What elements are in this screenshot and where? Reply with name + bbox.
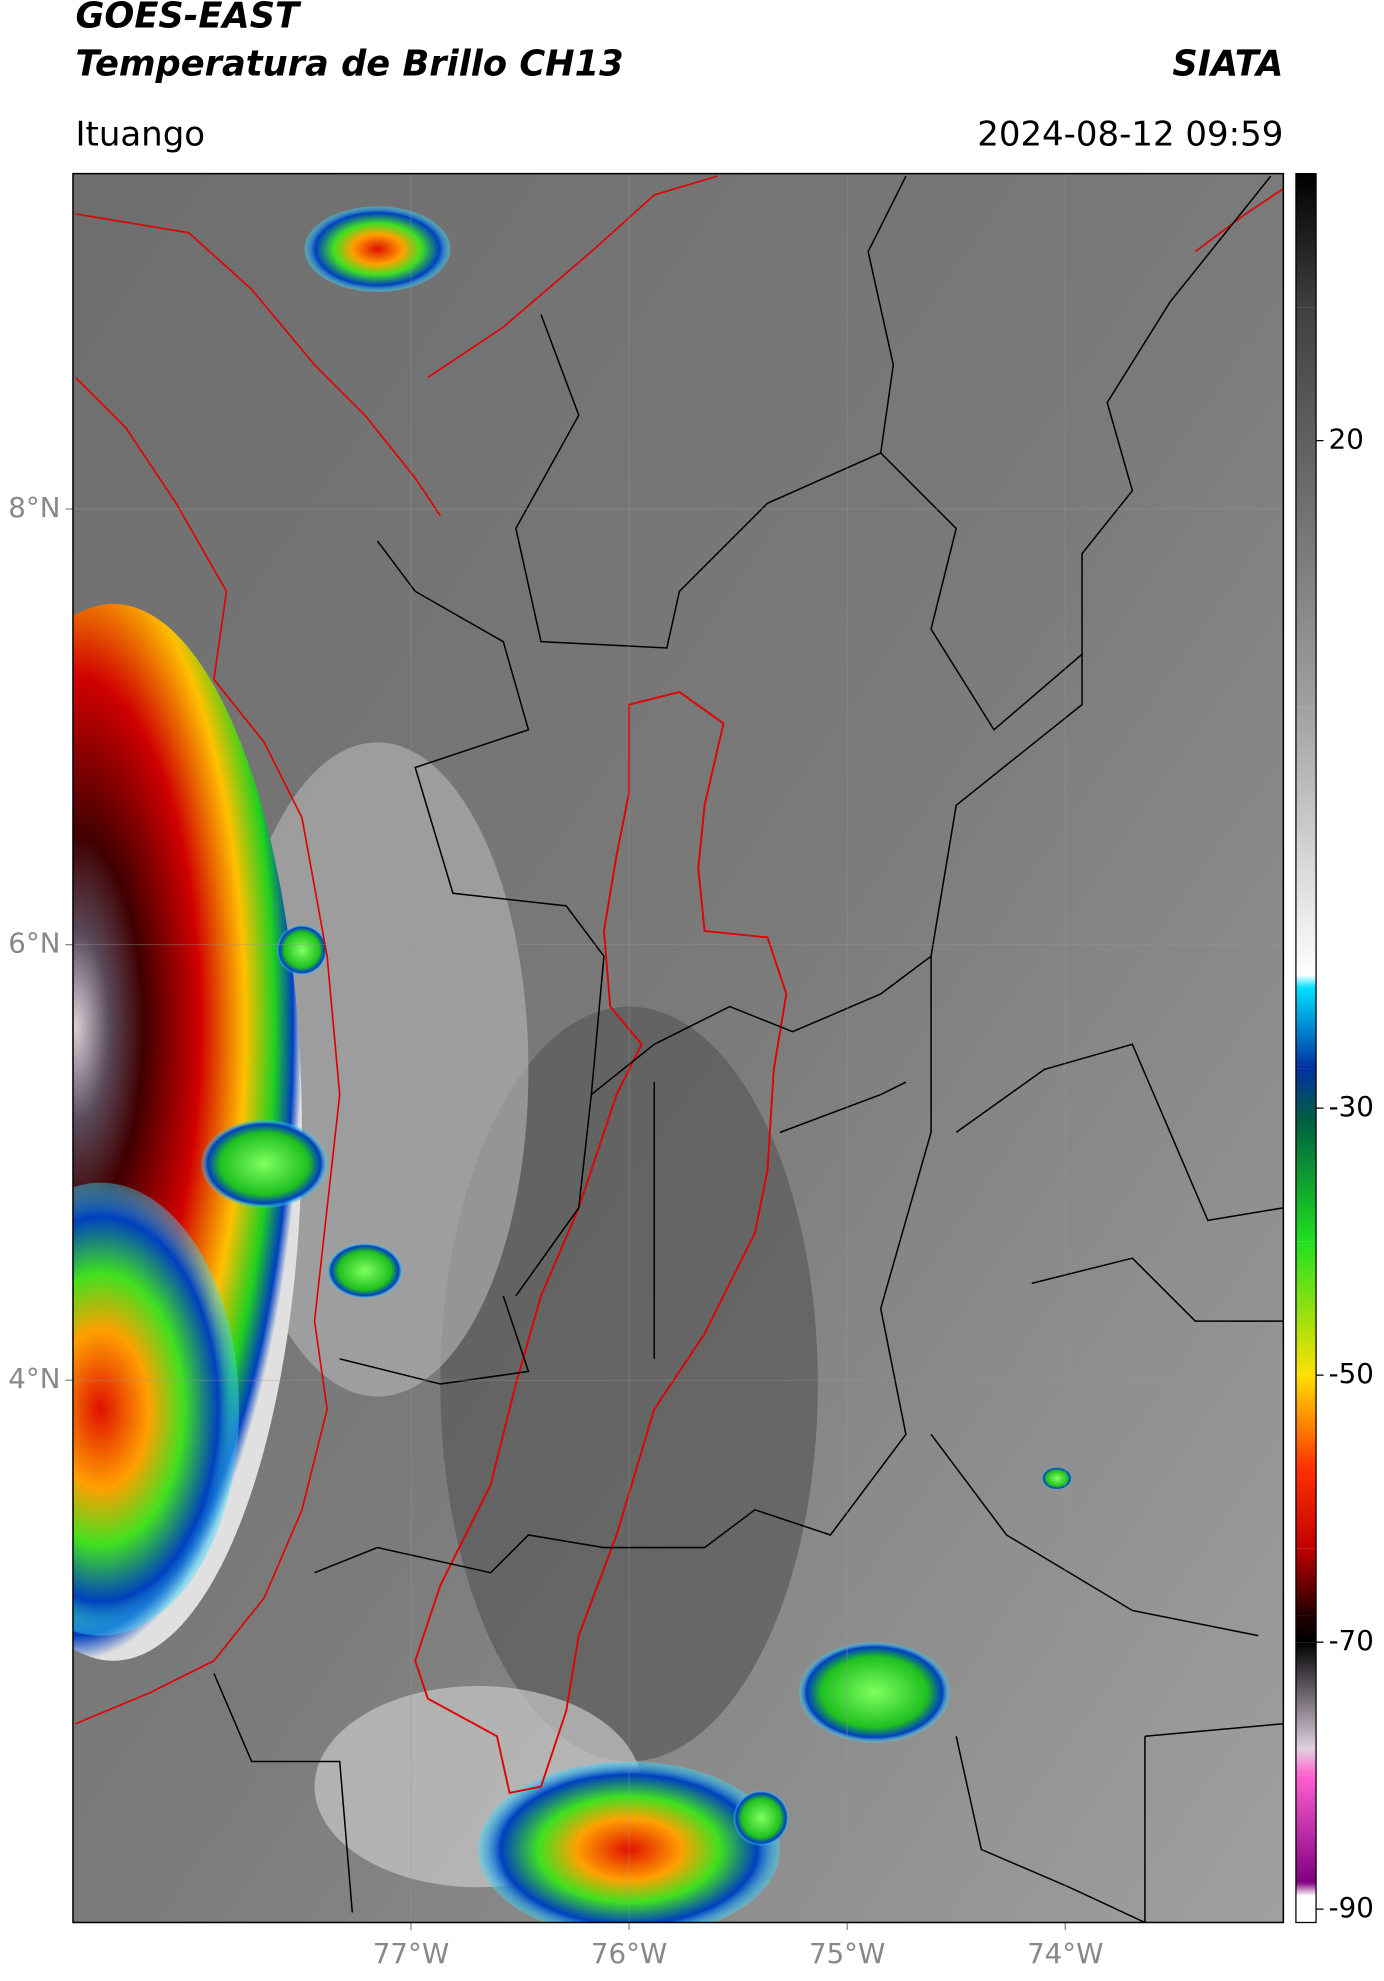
colorbar-tick-label: -70 <box>1329 1624 1374 1657</box>
colorbar-tick-label: -90 <box>1329 1891 1374 1924</box>
colorbar-tick-label: -30 <box>1329 1090 1374 1123</box>
y-tick-label: 4°N <box>8 1362 60 1395</box>
subtitle: Temperatura de Brillo CH13 <box>75 43 623 84</box>
colorbar-frame <box>1295 172 1317 1924</box>
colorbar-segment <box>1295 1615 1317 1643</box>
colorbar-segment <box>1295 1375 1317 1469</box>
x-tick-label: 76°W <box>591 1937 667 1970</box>
colorbar-segment <box>1295 1241 1317 1376</box>
colorbar-segment <box>1295 1882 1317 1896</box>
y-tick-label: 8°N <box>8 491 60 524</box>
source: SIATA <box>1172 43 1283 84</box>
map-frame <box>72 172 1285 1924</box>
colorbar-segment <box>1295 707 1317 975</box>
title: GOES-EAST <box>75 0 302 37</box>
colorbar-segment <box>1295 173 1317 308</box>
colorbar-segment <box>1295 1775 1317 1883</box>
colorbar-segment <box>1295 1642 1317 1749</box>
axes: 77°W 76°W 75°W 74°W 4°N 6°N 8°N 20 -30 -50 -70 -90 <box>8 172 1374 1970</box>
datetime: 2024-08-12 09:59 <box>977 114 1283 154</box>
colorbar-segment <box>1295 307 1317 708</box>
colorbar-segment <box>1295 1468 1317 1549</box>
x-tick-label: 77°W <box>373 1937 449 1970</box>
colorbar-tick-label: -50 <box>1329 1357 1374 1390</box>
colorbar-segment <box>1295 974 1317 988</box>
colorbar-segment <box>1295 987 1317 1069</box>
map-imagery <box>72 173 1284 1923</box>
x-tick-label: 74°W <box>1027 1937 1103 1970</box>
location: Ituango <box>75 114 205 154</box>
colorbar-tick-label: 20 <box>1329 423 1364 456</box>
colorbar-bottom <box>1295 1895 1317 1923</box>
x-tick-label: 75°W <box>809 1937 885 1970</box>
y-tick-label: 6°N <box>8 927 60 960</box>
colorbar-segment <box>1295 1068 1317 1122</box>
colorbar-segment <box>1295 1121 1317 1242</box>
colorbar-segment <box>1295 1748 1317 1776</box>
colorbar-segment <box>1295 1548 1317 1616</box>
